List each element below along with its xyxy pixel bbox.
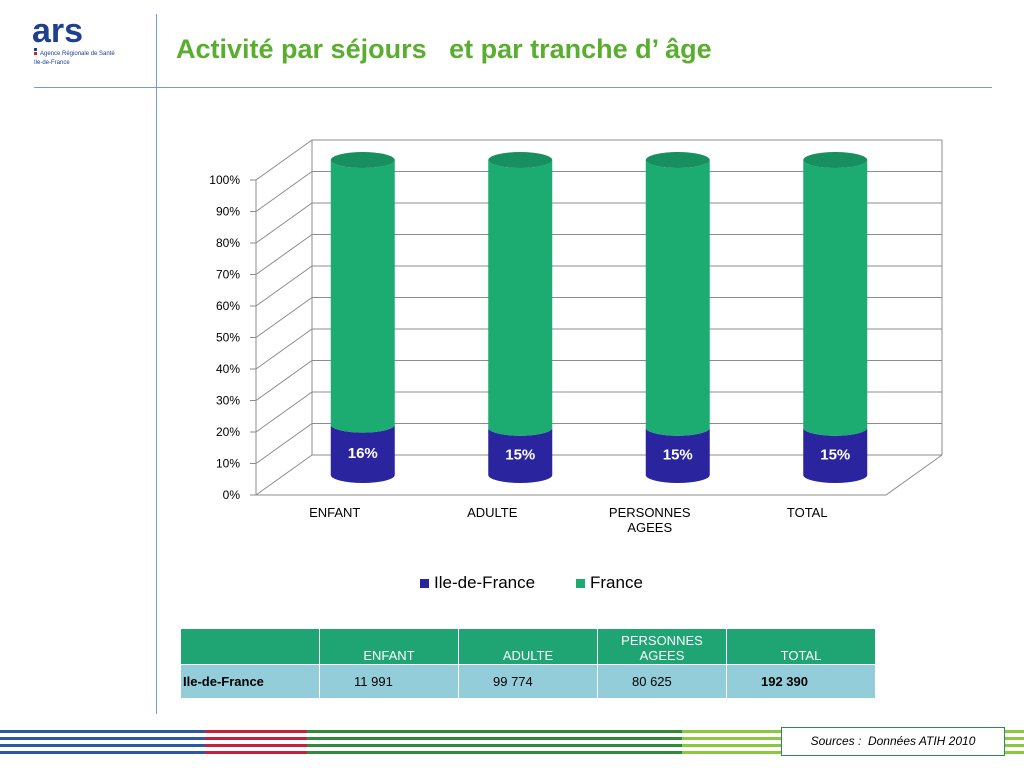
legend-label: Ile-de-France	[434, 573, 535, 592]
bar-idf	[330, 424, 395, 483]
table-cell: 80 625	[597, 664, 727, 699]
y-tick-label: 100%	[209, 173, 240, 187]
table-cell-total: 192 390	[726, 664, 876, 699]
y-tick-label: 0%	[223, 488, 241, 502]
table-row: Ile-de-France 11 991 99 774 80 625 192 3…	[180, 664, 876, 699]
data-table: ENFANT ADULTE PERSONNES AGEES TOTAL Ile-…	[180, 628, 876, 699]
bar-top	[488, 152, 553, 168]
bar-top	[330, 152, 395, 168]
table-row-label: Ile-de-France	[180, 664, 320, 699]
y-tick-label: 80%	[216, 236, 240, 250]
table-cell: 99 774	[458, 664, 598, 699]
y-tick-label: 30%	[216, 394, 240, 408]
vertical-divider	[156, 14, 157, 714]
ars-logo: ars Agence Régionale de Santé Ile-de-Fra…	[32, 12, 115, 66]
y-tick-label: 90%	[216, 205, 240, 219]
header-divider	[34, 87, 992, 88]
table-header-cell: PERSONNES AGEES	[597, 628, 727, 665]
y-tick-label: 40%	[216, 362, 240, 376]
bar-france	[803, 160, 868, 436]
x-tick-label: AGEES	[627, 520, 672, 535]
y-tick-label: 70%	[216, 268, 240, 282]
logo-line1: Agence Régionale de Santé	[40, 51, 115, 57]
bar-idf	[803, 427, 868, 483]
table-header-cell: TOTAL	[726, 628, 876, 665]
logo-line2: Ile-de-France	[34, 60, 70, 66]
data-label: 15%	[663, 446, 693, 463]
table-header-row: ENFANT ADULTE PERSONNES AGEES TOTAL	[180, 628, 876, 665]
y-tick-label: 60%	[216, 299, 240, 313]
y-tick-label: 50%	[216, 331, 240, 345]
legend-label: France	[590, 573, 643, 592]
y-tick-label: 10%	[216, 457, 240, 471]
legend-swatch	[576, 579, 585, 588]
y-tick-label: 20%	[216, 425, 240, 439]
table-header-cell: ADULTE	[458, 628, 598, 665]
x-tick-label: ENFANT	[309, 505, 360, 520]
logo-text: ars	[32, 12, 83, 50]
bar-idf	[645, 427, 710, 483]
data-label: 16%	[348, 445, 378, 462]
legend-swatch	[420, 579, 429, 588]
stacked-bar-chart: 0% 10% 20% 30% 40% 50% 60% 70% 80% 90% 100% 16% ENFA…	[209, 139, 943, 592]
bar-france	[488, 160, 553, 436]
floor-edge	[256, 454, 943, 496]
data-label: 15%	[820, 446, 850, 463]
page-title: Activité par séjours et par tranche d’ â…	[176, 34, 712, 64]
bar-top	[803, 152, 868, 168]
bar-idf	[488, 427, 553, 483]
table-cell: 11 991	[319, 664, 459, 699]
table-header-cell: ENFANT	[319, 628, 459, 665]
bar-top	[645, 152, 710, 168]
table-header-cell	[180, 628, 320, 665]
source-note: Sources : Données ATIH 2010	[781, 727, 1005, 756]
x-tick-label: PERSONNES	[609, 505, 691, 520]
x-tick-label: ADULTE	[467, 505, 518, 520]
bar-france	[645, 160, 710, 436]
data-label: 15%	[505, 446, 535, 463]
bar-france	[330, 160, 395, 433]
x-tick-label: TOTAL	[787, 505, 828, 520]
